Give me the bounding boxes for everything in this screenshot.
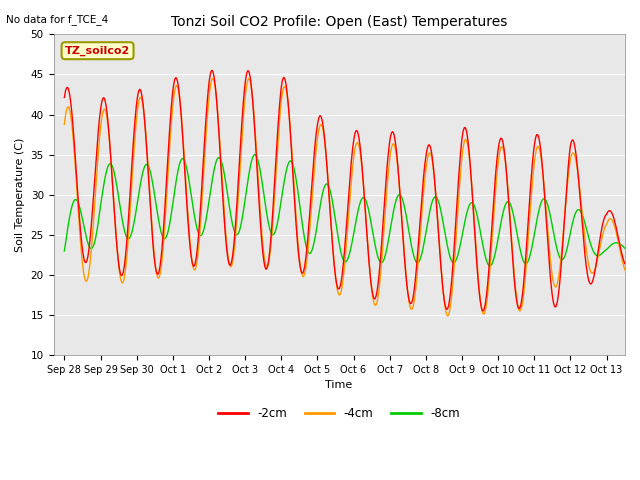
Text: TZ_soilco2: TZ_soilco2 [65, 46, 130, 56]
Text: No data for f_TCE_4: No data for f_TCE_4 [6, 14, 109, 25]
X-axis label: Time: Time [325, 380, 353, 390]
Legend: -2cm, -4cm, -8cm: -2cm, -4cm, -8cm [214, 403, 465, 425]
Title: Tonzi Soil CO2 Profile: Open (East) Temperatures: Tonzi Soil CO2 Profile: Open (East) Temp… [171, 15, 508, 29]
Y-axis label: Soil Temperature (C): Soil Temperature (C) [15, 137, 25, 252]
